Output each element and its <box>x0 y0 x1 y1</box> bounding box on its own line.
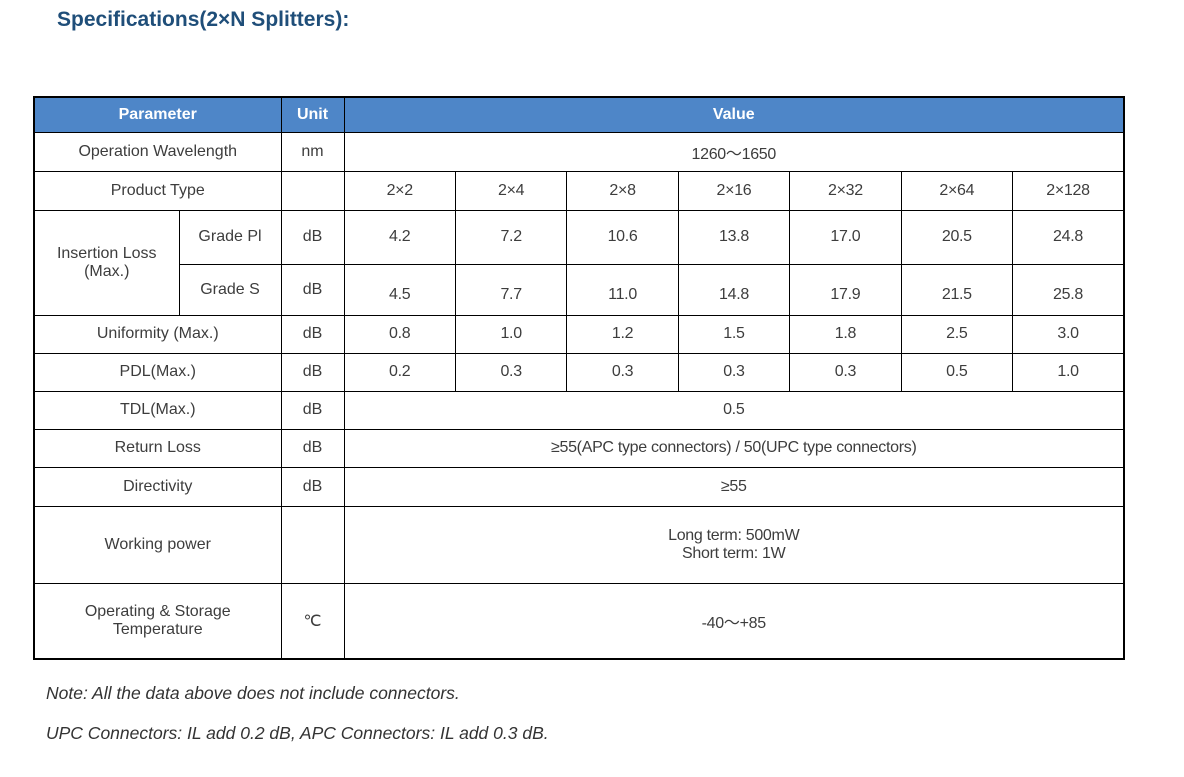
uniformity-value-6: 3.0 <box>1012 314 1125 354</box>
header-unit: Unit <box>280 96 345 133</box>
pdl-value-0: 0.2 <box>343 352 456 392</box>
row-working-power: Working power Long term: 500mW Short ter… <box>33 505 1125 584</box>
grade-s-value-1: 7.7 <box>454 263 568 316</box>
pdl-value-2: 0.3 <box>566 352 679 392</box>
grade-pl-value-0: 4.2 <box>343 209 456 265</box>
pdl-value-4: 0.3 <box>789 352 902 392</box>
header-parameter: Parameter <box>33 96 282 133</box>
pdl-value-1: 0.3 <box>454 352 568 392</box>
product-type-value-4: 2×32 <box>789 170 902 211</box>
operation-wavelength-unit: nm <box>280 131 345 172</box>
return-loss-value: ≥55(APC type connectors) / 50(UPC type c… <box>343 428 1125 468</box>
row-tdl: TDL(Max.) dB 0.5 <box>33 390 1125 430</box>
uniformity-value-1: 1.0 <box>454 314 568 354</box>
grade-pl-value-4: 17.0 <box>789 209 902 265</box>
working-power-value: Long term: 500mW Short term: 1W <box>343 505 1125 584</box>
temperature-label-line1: Operating & Storage <box>84 602 231 620</box>
working-power-short-term: Short term: 1W <box>682 544 786 562</box>
grade-s-label: Grade S <box>178 263 282 316</box>
uniformity-label: Uniformity (Max.) <box>33 314 282 354</box>
spec-table: Parameter Unit Value Operation Wavelengt… <box>33 96 1125 660</box>
grade-s-value-6: 25.8 <box>1012 263 1125 316</box>
product-type-value-5: 2×64 <box>900 170 1014 211</box>
working-power-unit <box>280 505 345 584</box>
product-type-value-1: 2×4 <box>454 170 568 211</box>
grade-pl-value-6: 24.8 <box>1012 209 1125 265</box>
pdl-value-3: 0.3 <box>677 352 791 392</box>
tdl-label: TDL(Max.) <box>33 390 282 430</box>
pdl-label: PDL(Max.) <box>33 352 282 392</box>
product-type-value-6: 2×128 <box>1012 170 1125 211</box>
grade-pl-value-1: 7.2 <box>454 209 568 265</box>
working-power-long-term: Long term: 500mW <box>668 526 800 544</box>
grade-pl-value-2: 10.6 <box>566 209 679 265</box>
uniformity-value-4: 1.8 <box>789 314 902 354</box>
return-loss-unit: dB <box>280 428 345 468</box>
row-uniformity: Uniformity (Max.) dB 0.8 1.0 1.2 1.5 1.8… <box>33 314 1125 354</box>
row-operation-wavelength: Operation Wavelength nm 1260～1650 <box>33 131 1125 172</box>
uniformity-value-2: 1.2 <box>566 314 679 354</box>
header-value: Value <box>343 96 1125 133</box>
note-il-add: UPC Connectors: IL add 0.2 dB, APC Conne… <box>46 723 549 743</box>
directivity-label: Directivity <box>33 466 282 507</box>
pdl-value-5: 0.5 <box>900 352 1014 392</box>
product-type-value-0: 2×2 <box>343 170 456 211</box>
insertion-loss-label: Insertion Loss (Max.) <box>33 209 180 316</box>
grade-pl-value-3: 13.8 <box>677 209 791 265</box>
grade-s-unit: dB <box>280 263 345 316</box>
working-power-label: Working power <box>33 505 282 584</box>
uniformity-value-0: 0.8 <box>343 314 456 354</box>
return-loss-label: Return Loss <box>33 428 282 468</box>
pdl-unit: dB <box>280 352 345 392</box>
tdl-unit: dB <box>280 390 345 430</box>
row-temperature: Operating & Storage Temperature ℃ -40～+8… <box>33 582 1125 660</box>
grade-s-value-5: 21.5 <box>900 263 1014 316</box>
grade-pl-value-5: 20.5 <box>900 209 1014 265</box>
directivity-value: ≥55 <box>343 466 1125 507</box>
uniformity-value-5: 2.5 <box>900 314 1014 354</box>
temperature-label-line2: Temperature <box>112 620 203 638</box>
note-connectors: Note: All the data above does not includ… <box>46 683 460 703</box>
grade-s-value-2: 11.0 <box>566 263 679 316</box>
row-product-type: Product Type 2×2 2×4 2×8 2×16 2×32 2×64 … <box>33 170 1125 211</box>
pdl-value-6: 1.0 <box>1012 352 1125 392</box>
product-type-value-3: 2×16 <box>677 170 791 211</box>
row-directivity: Directivity dB ≥55 <box>33 466 1125 507</box>
temperature-label: Operating & Storage Temperature <box>33 582 282 660</box>
tdl-value: 0.5 <box>343 390 1125 430</box>
grade-s-value-3: 14.8 <box>677 263 791 316</box>
operation-wavelength-value: 1260～1650 <box>343 131 1125 172</box>
temperature-unit: ℃ <box>280 582 345 660</box>
row-pdl: PDL(Max.) dB 0.2 0.3 0.3 0.3 0.3 0.5 1.0 <box>33 352 1125 392</box>
operation-wavelength-label: Operation Wavelength <box>33 131 282 172</box>
directivity-unit: dB <box>280 466 345 507</box>
uniformity-unit: dB <box>280 314 345 354</box>
insertion-loss-label-line1: Insertion Loss <box>56 244 157 262</box>
header-row: Parameter Unit Value <box>33 96 1125 133</box>
row-insertion-loss-grade-pl: Insertion Loss (Max.) Grade Pl dB 4.2 7.… <box>33 209 1125 316</box>
page-title: Specifications(2×N Splitters): <box>57 8 350 31</box>
insertion-loss-label-line2: (Max.) <box>84 262 130 280</box>
notes: Note: All the data above does not includ… <box>46 683 549 763</box>
product-type-unit <box>280 170 345 211</box>
grade-pl-unit: dB <box>280 209 345 265</box>
row-return-loss: Return Loss dB ≥55(APC type connectors) … <box>33 428 1125 468</box>
uniformity-value-3: 1.5 <box>677 314 791 354</box>
product-type-value-2: 2×8 <box>566 170 679 211</box>
grade-pl-label: Grade Pl <box>178 209 282 265</box>
temperature-value: -40～+85 <box>343 582 1125 660</box>
grade-s-value-4: 17.9 <box>789 263 902 316</box>
row-insertion-loss-grade-s: Grade S dB 4.5 7.7 11.0 14.8 17.9 21.5 2… <box>34 263 1125 316</box>
grade-s-value-0: 4.5 <box>343 263 456 316</box>
product-type-label: Product Type <box>33 170 282 211</box>
